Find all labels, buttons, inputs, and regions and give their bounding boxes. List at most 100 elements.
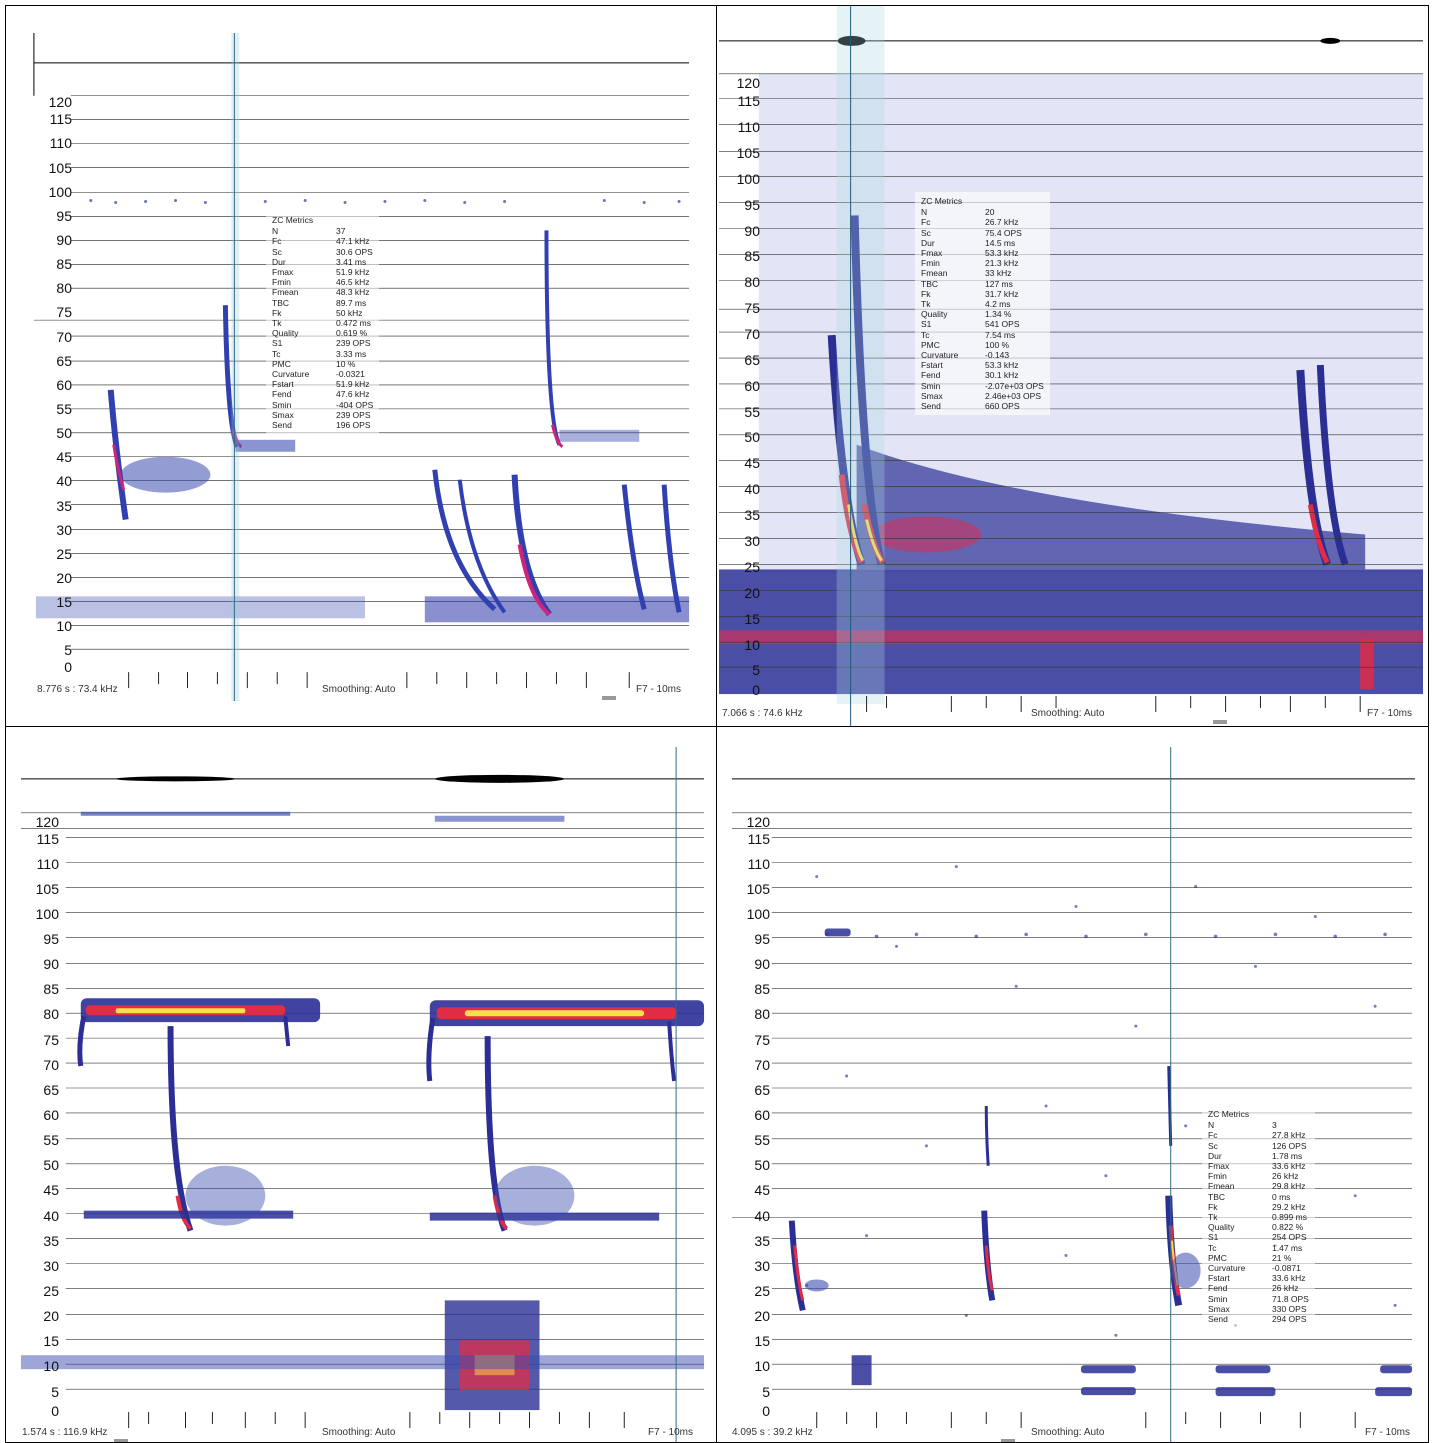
metric-row: Sc 126 OPS (1208, 1140, 1307, 1151)
view-mode-label: F7 - 10ms (1365, 1427, 1411, 1438)
y-tick-label: 115 (49, 111, 72, 127)
y-tick-label: 120 (736, 75, 760, 91)
y-tick-label: 75 (56, 304, 72, 320)
y-tick-label: 25 (43, 1283, 59, 1299)
y-tick-label: 5 (762, 1384, 770, 1400)
spectrogram-plot[interactable] (717, 6, 1428, 726)
scroll-thumb[interactable] (602, 696, 616, 700)
spectrogram-panel-top-left[interactable]: 120 115 110 105 100 95 90 85 80 75 70 65… (5, 5, 717, 727)
metric-row: Tk 4.2 ms (921, 299, 1011, 310)
y-tick-label: 25 (754, 1283, 770, 1299)
y-tick-label: 15 (754, 1333, 770, 1349)
metric-row: S1 239 OPS (272, 338, 371, 349)
metric-row: N 37 (272, 226, 346, 237)
metric-row: Quality 0.619 % (272, 328, 368, 339)
metrics-title: ZC Metrics (272, 215, 314, 225)
metric-row: Send 196 OPS (272, 420, 371, 431)
y-tick-label: 105 (746, 881, 770, 897)
metric-row: Fend 30.1 kHz (921, 370, 1019, 381)
metric-row: Tc 7.54 ms (921, 329, 1016, 340)
y-tick-label: 0 (64, 659, 72, 675)
metric-row: Dur 3.41 ms (272, 256, 367, 267)
y-tick-label: 10 (56, 618, 72, 634)
y-tick-label: 90 (744, 223, 760, 239)
y-tick-label: 95 (744, 197, 760, 213)
y-tick-label: 25 (56, 546, 72, 562)
spectrogram-plot[interactable] (6, 6, 716, 726)
time-axis-ticks (816, 1412, 1356, 1429)
y-tick-label: 60 (56, 377, 72, 393)
y-tick-label: 95 (754, 931, 770, 947)
y-tick-label: 55 (744, 404, 760, 420)
spectrogram-plot[interactable] (6, 727, 716, 1442)
metric-row: TBC 0 ms (1208, 1191, 1291, 1202)
metric-row: Fmin 46.5 kHz (272, 277, 370, 288)
y-tick-label: 110 (36, 856, 59, 872)
y-tick-label: 120 (746, 814, 770, 830)
y-tick-label: 95 (56, 208, 72, 224)
y-tick-label: 85 (56, 256, 72, 272)
y-tick-label: 120 (35, 814, 59, 830)
y-tick-label: 45 (754, 1182, 770, 1198)
metric-row: Fmax 51.9 kHz (272, 267, 370, 278)
y-tick-label: 35 (43, 1233, 59, 1249)
cursor-readout: 7.066 s : 74.6 kHz (722, 708, 803, 719)
spectrogram-panel-top-right[interactable]: 120 115 110 105 100 95 90 85 80 75 70 65… (716, 5, 1429, 727)
y-tick-label: 45 (744, 455, 760, 471)
y-tick-label: 110 (747, 856, 770, 872)
y-tick-label: 110 (737, 119, 760, 135)
noise-band (89, 198, 681, 204)
spectrogram-plot[interactable] (717, 727, 1428, 1442)
view-mode-label: F7 - 10ms (648, 1427, 694, 1438)
y-tick-label: 80 (754, 1006, 770, 1022)
spectrogram-panel-bottom-left[interactable]: 120 115 110 105 100 95 90 85 80 75 70 65… (5, 726, 717, 1443)
view-mode-label: F7 - 10ms (636, 684, 682, 695)
y-tick-label: 15 (43, 1333, 59, 1349)
y-tick-label: 75 (43, 1032, 59, 1048)
metric-row: TBC 127 ms (921, 278, 1013, 289)
y-tick-label: 70 (744, 326, 760, 342)
metric-row: Fk 29.2 kHz (1208, 1201, 1306, 1212)
time-axis-ticks (128, 1412, 625, 1429)
y-tick-label: 30 (43, 1258, 59, 1274)
smoothing-label: Smoothing: Auto (1031, 1427, 1105, 1438)
y-tick-label: 115 (737, 93, 760, 109)
zc-metrics-panel: ZC Metrics N 20 Fc 26.7 kHz Sc 75.4 OPS Dur… (915, 192, 1050, 416)
metric-row: S1 541 OPS (921, 319, 1020, 330)
time-axis-ticks (128, 672, 630, 689)
scroll-thumb[interactable] (1001, 1439, 1015, 1442)
y-tick-label: 0 (752, 682, 760, 698)
cursor-readout: 8.776 s : 73.4 kHz (37, 684, 118, 695)
y-tick-label: 20 (43, 1308, 59, 1324)
y-tick-label: 90 (43, 956, 59, 972)
smoothing-label: Smoothing: Auto (322, 684, 396, 695)
metric-row: Fk 50 kHz (272, 307, 363, 318)
y-tick-label: 55 (56, 401, 72, 417)
smoothing-label: Smoothing: Auto (1031, 708, 1105, 719)
y-tick-label: 85 (754, 981, 770, 997)
y-tick-label: 40 (744, 481, 760, 497)
metric-row: Dur 1.78 ms (1208, 1150, 1303, 1161)
scroll-thumb[interactable] (1213, 720, 1227, 724)
view-mode-label: F7 - 10ms (1367, 708, 1413, 719)
metric-row: Fstart 53.3 kHz (921, 360, 1019, 371)
y-tick-label: 65 (43, 1082, 59, 1098)
y-tick-label: 95 (43, 931, 59, 947)
metric-row: S1 254 OPS (1208, 1232, 1307, 1243)
metric-row: Smin -2.07e+03 OPS (921, 380, 1044, 391)
metric-row: Send 294 OPS (1208, 1314, 1307, 1325)
scroll-thumb[interactable] (114, 1439, 128, 1442)
y-tick-label: 55 (43, 1132, 59, 1148)
y-tick-label: 80 (43, 1006, 59, 1022)
metric-row: Fmean 29.8 kHz (1208, 1181, 1306, 1192)
metric-row: Sc 30.6 OPS (272, 246, 373, 257)
spectrogram-panel-bottom-right[interactable]: 120 115 110 105 100 95 90 85 80 75 70 65… (716, 726, 1429, 1443)
y-tick-label: 50 (56, 425, 72, 441)
y-tick-label: 30 (744, 533, 760, 549)
y-tick-label: 115 (747, 831, 770, 847)
metric-row: Quality 1.34 % (921, 309, 1012, 320)
y-tick-label: 115 (36, 831, 59, 847)
time-axis-ticks (866, 696, 1361, 713)
bat-calls (20, 811, 705, 1411)
